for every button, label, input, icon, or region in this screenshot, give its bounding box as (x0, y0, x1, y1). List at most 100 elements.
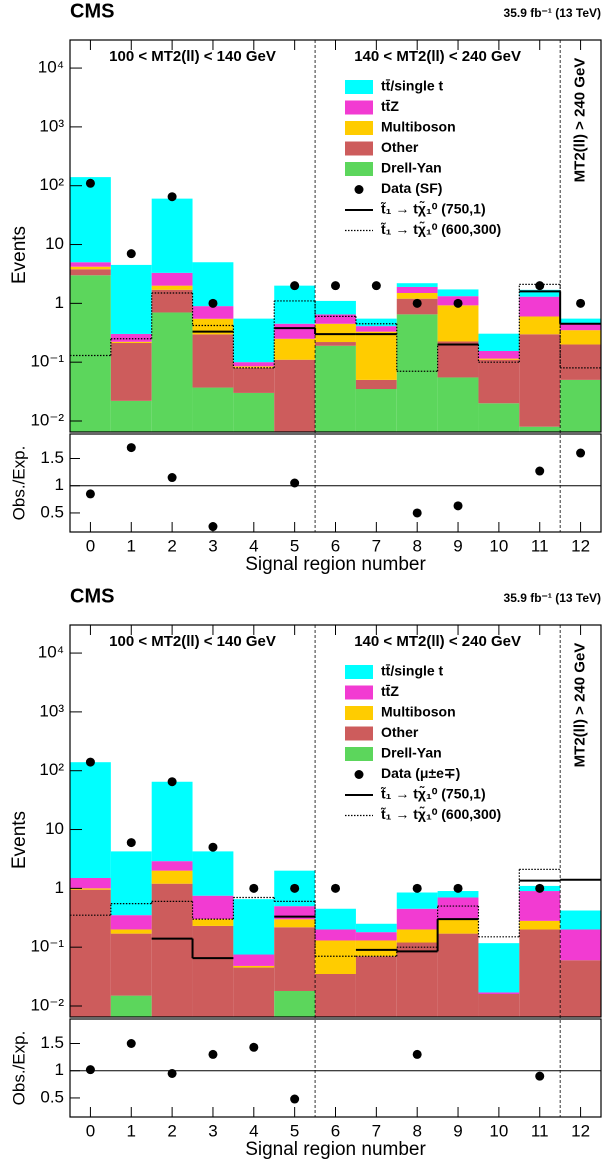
bar-segment (519, 316, 561, 335)
bar-segment (315, 300, 356, 315)
bar-segment (151, 312, 193, 432)
x-tick-label: 9 (453, 1121, 462, 1140)
bar-segment (192, 895, 234, 920)
legend-swatch (345, 162, 373, 176)
bar-segment (233, 366, 275, 368)
ratio-frame (69, 1018, 602, 1118)
data-point (412, 883, 422, 893)
legend-marker (354, 770, 364, 779)
data-point (126, 838, 136, 848)
legend-label: tt̄/single t (381, 77, 444, 93)
bar-segment (70, 877, 111, 889)
region-label: 100 < MT2(ll) < 140 GeV (109, 48, 276, 65)
bar-segment (70, 266, 111, 270)
bar-segment (355, 326, 397, 332)
bar-segment (70, 177, 111, 263)
x-tick-label: 7 (372, 536, 381, 555)
bar-segment (478, 359, 520, 404)
bar-segment (70, 888, 111, 890)
x-tick-label: 11 (531, 536, 549, 555)
data-point (331, 883, 340, 893)
bar-segment (478, 333, 520, 351)
bar-segment (110, 915, 152, 930)
ratio-point (167, 473, 177, 483)
ratio-point (290, 478, 300, 488)
region-label: 140 < MT2(ll) < 240 GeV (354, 633, 521, 650)
bar-segment (110, 933, 152, 996)
bar-segment (274, 927, 316, 991)
bar-segment (396, 892, 438, 909)
bar-segment (478, 992, 520, 994)
ratio-axis-title: Obs./Exp. (9, 446, 28, 521)
bar-segment (315, 314, 356, 324)
bar-segment (110, 264, 152, 334)
ratio-y-tick-label: 1 (55, 1060, 64, 1079)
legend-label: Data (SF) (381, 180, 442, 196)
data-point (453, 298, 463, 308)
ratio-point (126, 1039, 136, 1048)
bar-segment (355, 923, 397, 933)
x-tick-label: 7 (372, 1121, 381, 1140)
bar-segment (315, 323, 356, 343)
bar-segment (560, 929, 601, 961)
x-tick-label: 10 (489, 536, 508, 555)
bar-segment (110, 851, 152, 916)
bar-segment (192, 925, 234, 1017)
chart-subtitle: 35.9 fb⁻¹ (13 TeV) (504, 591, 601, 605)
bar-segment (70, 262, 111, 267)
bar-segment (151, 272, 193, 286)
x-tick-label: 12 (571, 1121, 590, 1140)
chart-subtitle: 35.9 fb⁻¹ (13 TeV) (504, 6, 601, 20)
bar-segment (70, 889, 111, 1017)
bar-segment (396, 908, 438, 930)
ratio-y-tick-label: 0.5 (40, 1087, 64, 1106)
ratio-point (412, 508, 422, 518)
legend-label: tt̄/single t (381, 662, 444, 678)
data-point (208, 298, 218, 308)
bar-segment (396, 929, 438, 943)
bar-segment (355, 388, 397, 432)
bar-segment (519, 426, 561, 432)
legend-label: tt̄Z (381, 683, 399, 699)
legend-swatch (345, 706, 373, 720)
bar-segment (519, 891, 561, 921)
bar-segment (560, 330, 601, 345)
bar-segment (315, 908, 356, 930)
bar-segment (396, 314, 438, 432)
bar-segment (70, 269, 111, 276)
y-tick-label: 10⁻² (30, 410, 64, 429)
bar-segment (396, 286, 438, 293)
legend-swatch (345, 121, 373, 135)
x-tick-label: 2 (167, 1121, 176, 1140)
legend-marker (354, 185, 364, 194)
data-point (331, 281, 340, 291)
x-tick-label: 3 (208, 536, 217, 555)
bar-segment (355, 331, 397, 380)
x-tick-label: 5 (290, 1121, 299, 1140)
bar-segment (396, 292, 438, 299)
bar-segment (151, 861, 193, 871)
bar-segment (315, 345, 356, 432)
bar-segment (110, 333, 152, 342)
bar-segment (274, 323, 316, 339)
bar-segment (315, 342, 356, 346)
bar-segment (70, 275, 111, 432)
ratio-point (290, 1094, 300, 1104)
y-tick-label: 10⁴ (38, 643, 64, 662)
legend-label: Other (381, 724, 419, 740)
bar-segment (151, 781, 193, 862)
region-label: MT2(ll) > 240 GeV (572, 58, 589, 183)
x-tick-label: 8 (412, 1121, 421, 1140)
bar-segment (519, 296, 561, 317)
bar-segment (560, 344, 601, 380)
legend-swatch (345, 665, 373, 679)
chart-title: CMS (70, 585, 114, 607)
bar-segment (110, 342, 152, 401)
data-point (535, 883, 545, 893)
bar-segment (151, 198, 193, 273)
region-label: 140 < MT2(ll) < 240 GeV (354, 48, 521, 65)
bar-segment (192, 318, 234, 335)
bar-segment (274, 359, 316, 432)
x-axis-title: Signal region number (245, 554, 426, 575)
x-tick-label: 4 (249, 1121, 258, 1140)
